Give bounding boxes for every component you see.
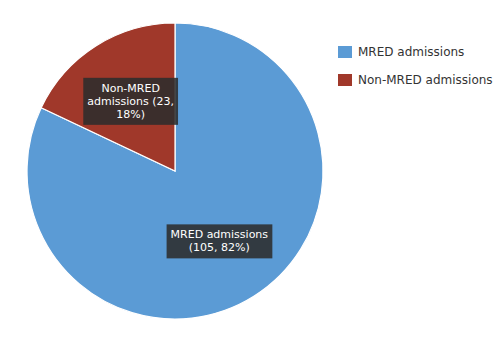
legend-label: Non-MRED admissions <box>358 73 493 87</box>
chart: MRED admissions(105, 82%)Non-MREDadmissi… <box>0 0 500 342</box>
legend-swatch <box>338 74 352 86</box>
pie-slice <box>27 23 323 319</box>
data-label-line: admissions (23, <box>87 95 174 108</box>
legend-swatch <box>338 46 352 58</box>
data-label-line: 18%) <box>116 108 145 121</box>
data-label: MRED admissions(105, 82%) <box>167 224 273 258</box>
legend: MRED admissions Non-MRED admissions <box>338 45 493 87</box>
data-label: Non-MREDadmissions (23,18%) <box>83 78 178 125</box>
data-label-line: (105, 82%) <box>189 241 250 254</box>
data-label-text: MRED admissions(105, 82%) <box>171 228 269 254</box>
label-box <box>83 78 178 125</box>
slices <box>27 23 323 319</box>
data-label-line: MRED admissions <box>171 228 269 241</box>
pie-slice <box>41 23 175 171</box>
label-box <box>167 224 273 258</box>
data-labels: MRED admissions(105, 82%) Non-MREDadmissi… <box>83 78 272 259</box>
data-label-text: Non-MREDadmissions (23,18%) <box>87 82 174 121</box>
legend-label: MRED admissions <box>358 45 464 59</box>
data-label-line: Non-MRED <box>101 82 159 95</box>
